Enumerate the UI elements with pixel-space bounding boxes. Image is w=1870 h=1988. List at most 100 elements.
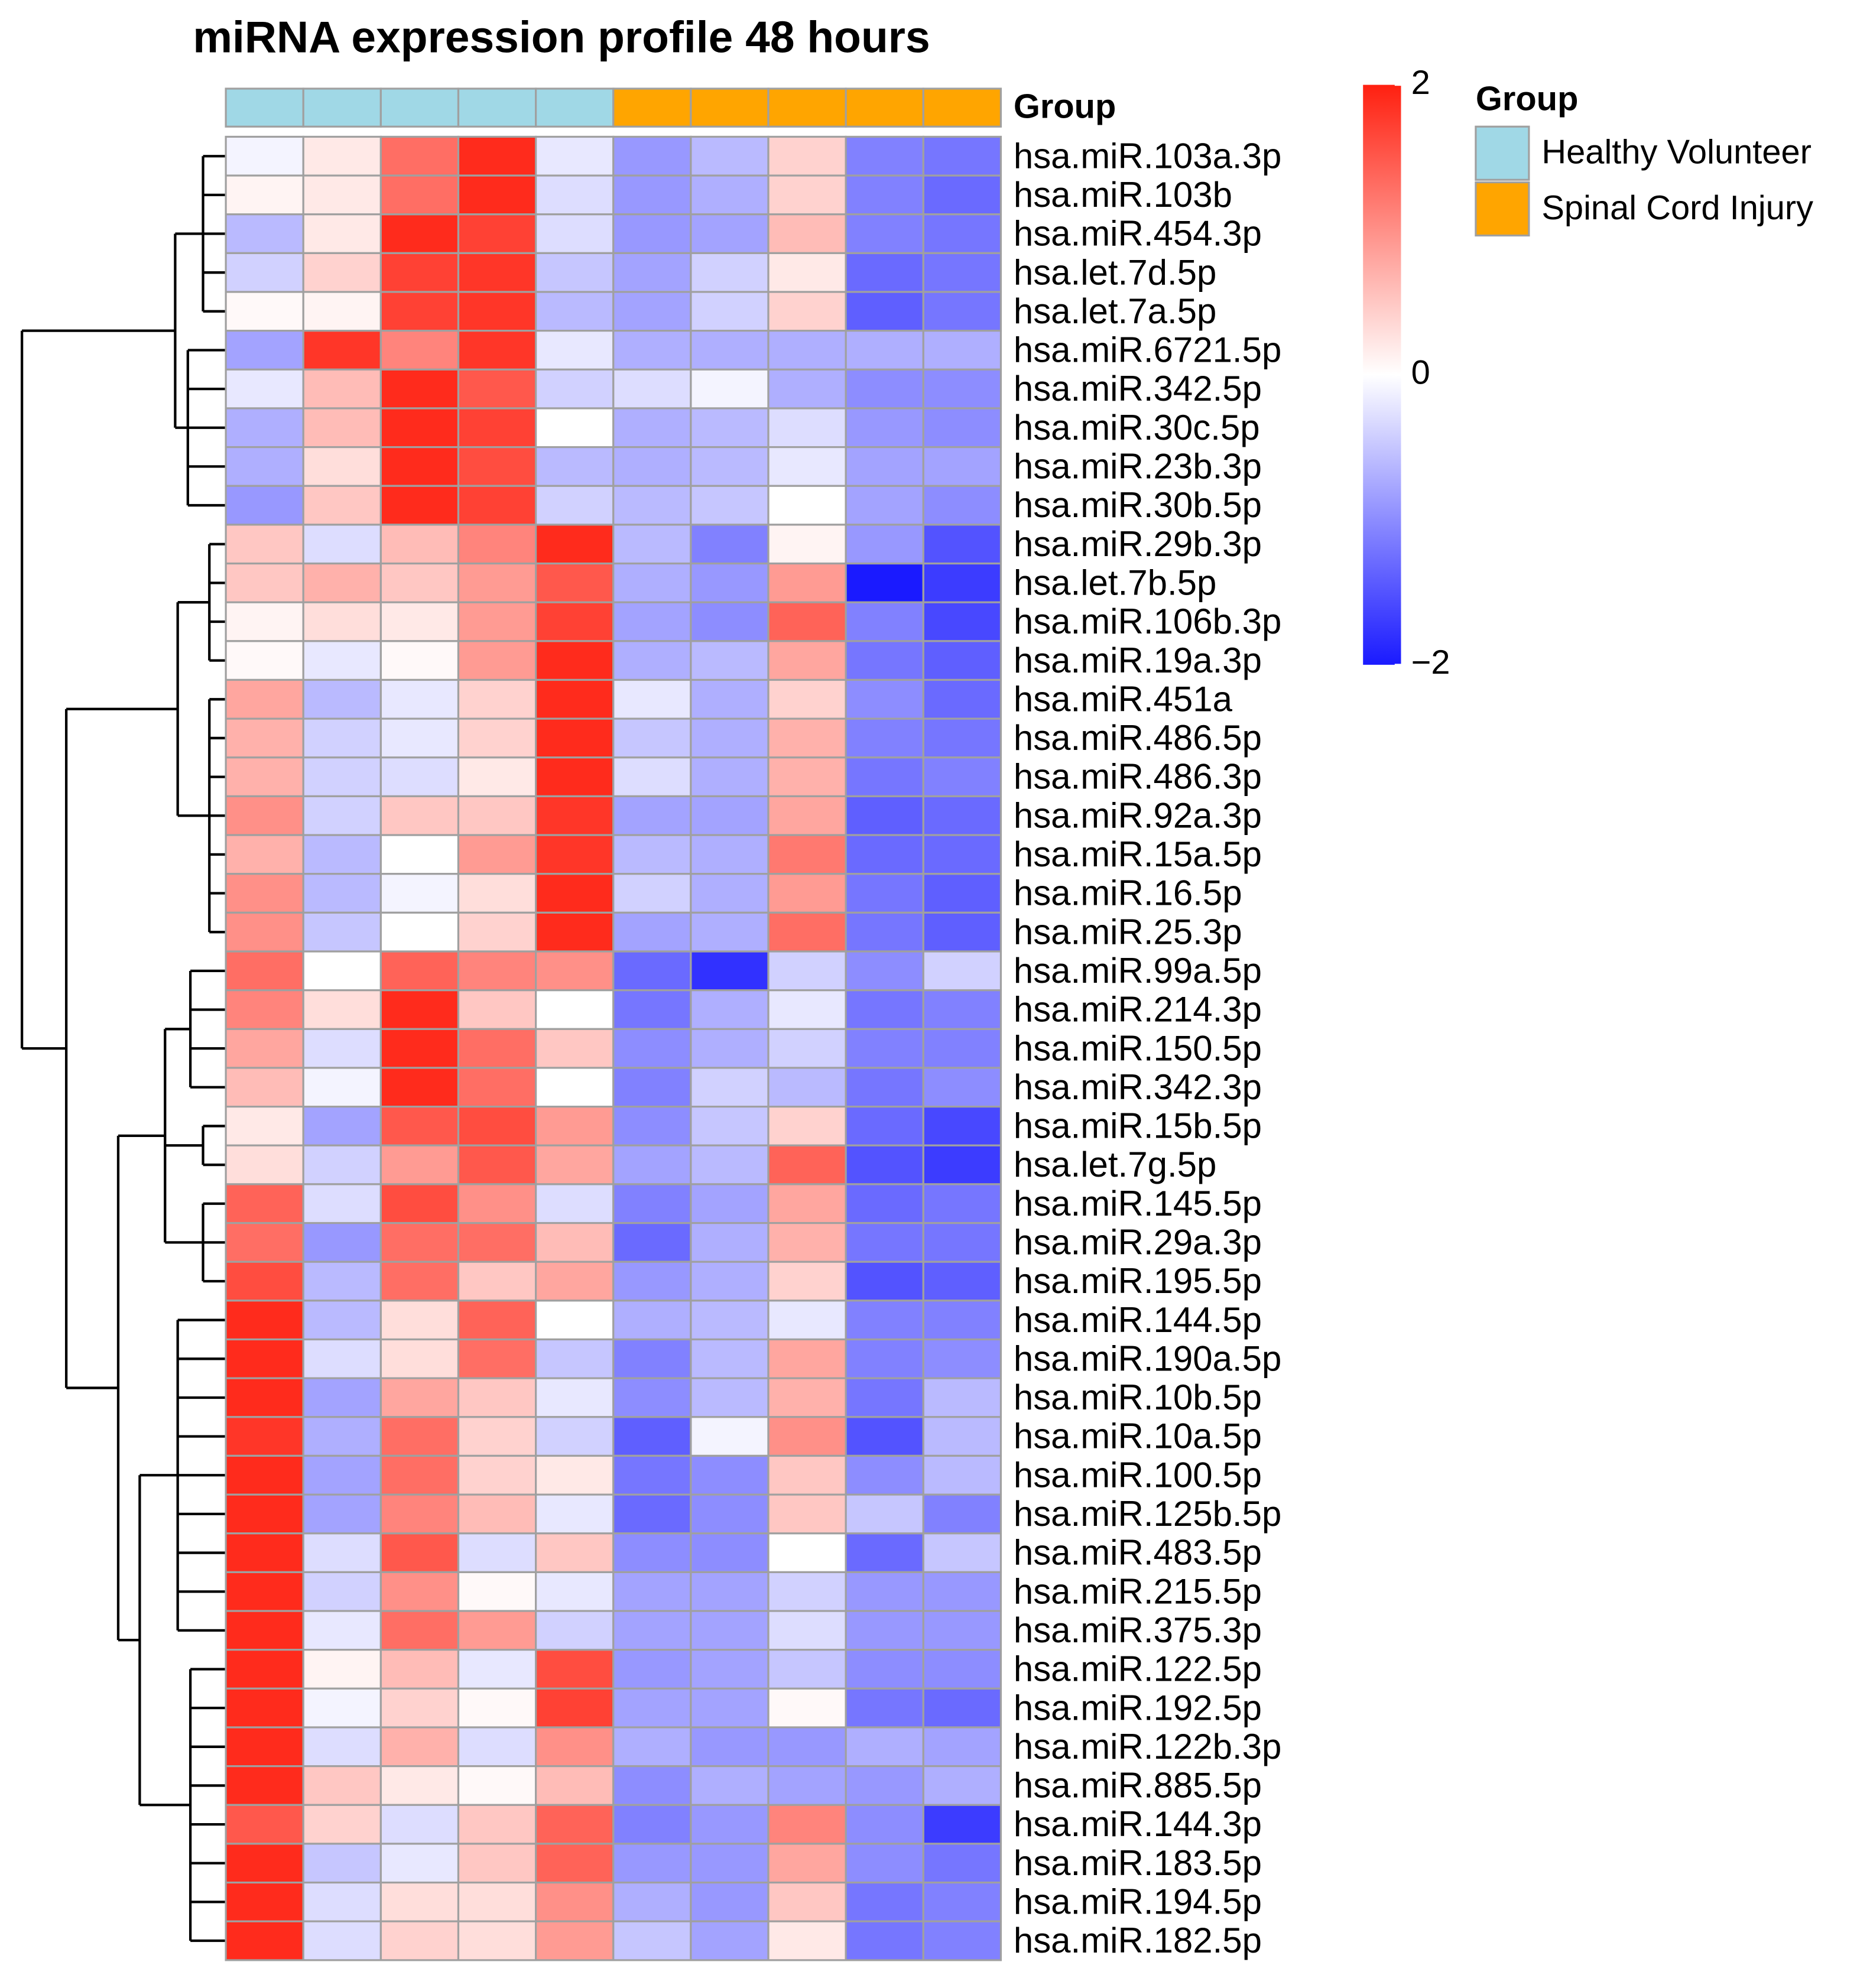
heatmap-cell xyxy=(690,678,770,720)
heatmap-cell xyxy=(767,640,847,681)
heatmap-cell xyxy=(922,1144,1002,1185)
heatmap-cell xyxy=(379,1610,460,1651)
heatmap-cell xyxy=(225,1765,304,1806)
heatmap-cell xyxy=(457,1222,537,1263)
heatmap-cell xyxy=(379,601,460,642)
heatmap-cell xyxy=(767,1222,847,1263)
heatmap-cell xyxy=(922,407,1002,449)
heatmap-cell xyxy=(225,678,304,720)
heatmap-cell xyxy=(767,1261,847,1302)
heatmap-cell xyxy=(845,1028,924,1069)
heatmap-cell xyxy=(379,524,460,565)
heatmap-cell xyxy=(535,873,615,914)
heatmap-cell xyxy=(379,213,460,254)
row-label: hsa.miR.125b.5p xyxy=(1014,1494,1282,1534)
heatmap-cell xyxy=(922,291,1002,332)
row-label: hsa.miR.145.5p xyxy=(1014,1184,1262,1223)
heatmap-cell xyxy=(535,678,615,720)
heatmap-cell xyxy=(845,873,924,914)
row-label: hsa.miR.183.5p xyxy=(1014,1843,1262,1883)
heatmap-cell xyxy=(612,485,692,526)
row-label: hsa.miR.25.3p xyxy=(1014,912,1242,951)
heatmap-cell xyxy=(767,756,847,798)
row-label: hsa.miR.483.5p xyxy=(1014,1533,1262,1573)
heatmap-cell xyxy=(612,1067,692,1108)
heatmap-cell xyxy=(922,678,1002,720)
heatmap-cell xyxy=(922,1338,1002,1379)
heatmap-cell xyxy=(457,989,537,1030)
heatmap-cell xyxy=(379,446,460,487)
row-label: hsa.miR.194.5p xyxy=(1014,1882,1262,1922)
heatmap-cell xyxy=(225,252,304,293)
heatmap-cell xyxy=(302,213,382,254)
heatmap-cell xyxy=(225,1920,304,1961)
heatmap-cell xyxy=(379,1222,460,1263)
heatmap-cell xyxy=(690,601,770,642)
heatmap-cell xyxy=(612,1028,692,1069)
heatmap-cell xyxy=(922,1300,1002,1341)
heatmap-cell xyxy=(612,1338,692,1379)
heatmap-cell xyxy=(767,291,847,332)
heatmap-cell xyxy=(302,1261,382,1302)
group-annotation-cell xyxy=(225,87,304,128)
heatmap-cell xyxy=(612,1300,692,1341)
heatmap-cell xyxy=(225,989,304,1030)
heatmap-cell xyxy=(225,330,304,371)
heatmap-cell xyxy=(690,1261,770,1302)
row-label: hsa.miR.375.3p xyxy=(1014,1610,1262,1650)
heatmap-cell xyxy=(225,1610,304,1651)
heatmap-cell xyxy=(612,911,692,953)
heatmap-cell xyxy=(457,1765,537,1806)
heatmap-cell xyxy=(457,1843,537,1884)
heatmap-cell xyxy=(690,213,770,254)
heatmap-cell xyxy=(535,1649,615,1690)
heatmap-cell xyxy=(457,1726,537,1768)
heatmap-cell xyxy=(767,135,847,177)
heatmap-cell xyxy=(845,1571,924,1612)
heatmap-cell xyxy=(535,1222,615,1263)
heatmap-cell xyxy=(302,1687,382,1729)
heatmap-cell xyxy=(535,1687,615,1729)
heatmap-cell xyxy=(612,1571,692,1612)
heatmap-cell xyxy=(612,1377,692,1418)
heatmap-cell xyxy=(690,407,770,449)
heatmap-cell xyxy=(457,756,537,798)
heatmap-cell xyxy=(535,1028,615,1069)
heatmap-cell xyxy=(922,1881,1002,1922)
row-label: hsa.miR.106b.3p xyxy=(1014,602,1282,641)
heatmap-cell xyxy=(690,135,770,177)
heatmap-cell xyxy=(612,1454,692,1496)
heatmap-cell xyxy=(302,1804,382,1845)
heatmap-cell xyxy=(612,1493,692,1535)
heatmap-cell xyxy=(302,756,382,798)
row-label: hsa.let.7b.5p xyxy=(1014,563,1217,602)
heatmap-cell xyxy=(922,1804,1002,1845)
heatmap-cell xyxy=(302,1377,382,1418)
row-label: hsa.miR.16.5p xyxy=(1014,873,1242,913)
heatmap-cell xyxy=(535,1454,615,1496)
heatmap-cell xyxy=(845,1067,924,1108)
heatmap-cell xyxy=(302,1726,382,1768)
heatmap-cell xyxy=(845,1183,924,1224)
heatmap-cell xyxy=(379,1920,460,1961)
heatmap-cell xyxy=(302,330,382,371)
heatmap-cell xyxy=(379,135,460,177)
heatmap-cell xyxy=(457,1300,537,1341)
group-annotation-cell xyxy=(690,87,770,128)
row-label: hsa.miR.15b.5p xyxy=(1014,1106,1262,1146)
row-label: hsa.miR.342.5p xyxy=(1014,369,1262,408)
heatmap-cell xyxy=(922,1454,1002,1496)
heatmap-cell xyxy=(535,1105,615,1146)
heatmap-cell xyxy=(690,252,770,293)
heatmap-cell xyxy=(922,640,1002,681)
heatmap-cell xyxy=(612,834,692,875)
heatmap-cell xyxy=(845,989,924,1030)
heatmap-cell xyxy=(302,601,382,642)
heatmap-cell xyxy=(379,174,460,216)
heatmap-cell xyxy=(767,1067,847,1108)
heatmap-cell xyxy=(922,1067,1002,1108)
heatmap-cell xyxy=(845,1416,924,1457)
heatmap-cell xyxy=(690,1687,770,1729)
heatmap-cell xyxy=(302,873,382,914)
